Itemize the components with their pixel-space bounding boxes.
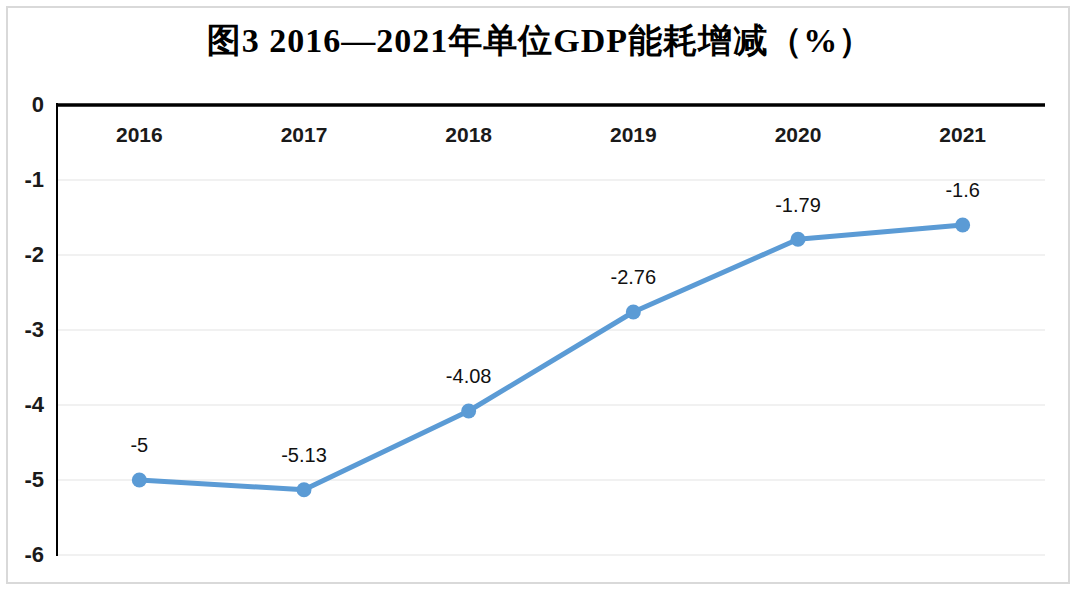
data-point-label: -4.08 [446, 365, 492, 387]
x-tick-label: 2017 [281, 123, 328, 146]
x-tick-label: 2016 [116, 123, 163, 146]
data-point-marker [626, 305, 641, 320]
y-tick-label: -4 [24, 392, 44, 417]
x-tick-label: 2018 [445, 123, 492, 146]
data-point-label: -5 [130, 434, 148, 456]
data-point-marker [461, 404, 476, 419]
data-point-marker [297, 482, 312, 497]
y-tick-label: -2 [24, 242, 44, 267]
data-point-label: -1.6 [945, 179, 979, 201]
y-tick-label: -5 [24, 467, 44, 492]
y-tick-label: -1 [24, 167, 44, 192]
y-tick-label: 0 [32, 92, 44, 117]
data-point-marker [955, 218, 970, 233]
data-point-marker [132, 473, 147, 488]
series-line [139, 225, 962, 490]
y-tick-label: -3 [24, 317, 44, 342]
x-tick-label: 2021 [939, 123, 986, 146]
chart-figure: 图3 2016—2021年单位GDP能耗增减（%） 0-1-2-3-4-5-62… [0, 0, 1080, 592]
line-chart: 0 -1 -2 -3 -4 -5 -6 2016 2017 2018 2019 2020 2021 -5 -… [0, 0, 1080, 592]
x-tick-label: 2020 [775, 123, 822, 146]
x-tick-label: 2019 [610, 123, 657, 146]
y-tick-label: -6 [24, 542, 44, 567]
data-point-label: -1.79 [775, 194, 821, 216]
data-point-label: -5.13 [281, 444, 327, 466]
data-point-marker [791, 232, 806, 247]
data-point-label: -2.76 [611, 266, 657, 288]
